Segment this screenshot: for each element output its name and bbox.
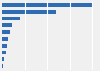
Bar <box>2 17 20 20</box>
Bar <box>2 23 12 27</box>
Bar <box>2 10 56 13</box>
Bar <box>2 64 3 68</box>
Bar <box>2 3 92 7</box>
Bar <box>2 58 4 61</box>
Bar <box>2 30 10 34</box>
Bar <box>2 51 6 54</box>
Bar <box>2 37 8 41</box>
Bar <box>2 44 7 48</box>
